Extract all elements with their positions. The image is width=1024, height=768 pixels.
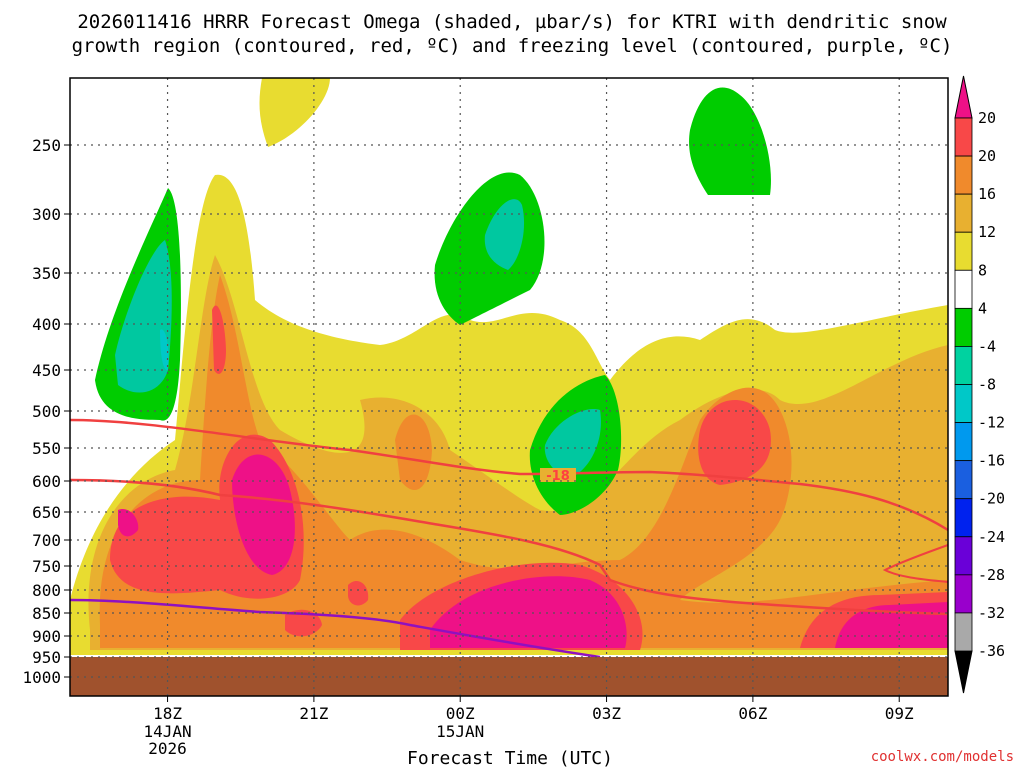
colorbar-box--12: [954, 384, 973, 423]
y-tick-label-300: 300: [32, 205, 61, 224]
colorbar-box--36: [954, 612, 973, 652]
x-axis-label: Forecast Time (UTC): [407, 748, 613, 768]
colorbar-box--4: [954, 307, 973, 347]
y-tick-label-800: 800: [32, 581, 61, 600]
omega-region-pink-1: [232, 454, 295, 575]
y-tick-label-950: 950: [32, 648, 61, 667]
x-tick-label-09Z: 09Z: [885, 704, 914, 723]
colorbar-label--8: -8: [978, 376, 996, 394]
colorbar-label-12: 12: [978, 223, 996, 241]
plot-frame: [69, 77, 949, 697]
y-tick-label-400: 400: [32, 315, 61, 334]
y-tick-label-450: 450: [32, 361, 61, 380]
freezing-level-contour: [69, 598, 601, 659]
omega-region-teal-3: [544, 409, 601, 478]
dgz-contour-label: -18: [546, 469, 570, 484]
y-tick-label-750: 750: [32, 557, 61, 576]
colorbar-box--24: [954, 498, 973, 538]
y-tick-label-650: 650: [32, 503, 61, 522]
colorbar-label--24: -24: [978, 528, 1005, 546]
colorbar-box-20: [954, 117, 973, 157]
colorbar-box--20: [954, 460, 973, 500]
x-tick-label-18Z: 18Z: [153, 704, 182, 723]
omega-region-pink-3: [430, 576, 627, 648]
chart-title-line2: growth region (contoured, red, ºC) and f…: [72, 35, 953, 57]
dgz-contour-lower: [69, 478, 949, 616]
vertical-gridlines: [166, 78, 900, 696]
colorbar-label-8: 8: [978, 261, 987, 279]
omega-region-red-6: [285, 609, 322, 637]
credit-link[interactable]: coolwx.com/models: [871, 749, 1014, 765]
colorbar-box--28: [954, 536, 973, 576]
y-axis-pressure-ticks: 250 300 350 400 450 500 550 600 650 700 750 800 850 9…: [22, 136, 70, 687]
colorbar-box-8: [954, 231, 973, 271]
colorbar-label-4: 4: [978, 299, 987, 317]
colorbar-box-12: [954, 193, 973, 233]
y-tick-label-1000: 1000: [22, 668, 61, 687]
colorbar-label--32: -32: [978, 604, 1005, 622]
omega-region-red-2: [212, 305, 226, 374]
y-tick-label-500: 500: [32, 402, 61, 421]
contour-lines: -18: [69, 418, 949, 659]
plot-area: -18: [69, 77, 949, 697]
x-tick-label-03Z: 03Z: [592, 704, 621, 723]
x-tick-label-00Z: 00Z: [446, 704, 475, 723]
x-tick-year-18Z: 2026: [148, 739, 187, 758]
x-tick-date-18Z: 14JAN: [143, 722, 191, 741]
omega-region-orange: [99, 275, 949, 648]
y-tick-label-900: 900: [32, 627, 61, 646]
colorbar-label-top: 20: [978, 109, 996, 127]
colorbar-label--28: -28: [978, 566, 1005, 584]
omega-shading: [70, 78, 949, 656]
colorbar-box-16: [954, 155, 973, 195]
omega-region-yellow-top: [259, 78, 330, 147]
colorbar-label--4: -4: [978, 337, 996, 355]
colorbar-label--20: -20: [978, 490, 1005, 508]
omega-region-green-3: [689, 87, 771, 195]
dgz-contour-east: [882, 544, 949, 583]
omega-region-cyan-1: [160, 329, 169, 371]
colorbar-legend: 20 20 16 12 8 4 -4 -8 -12 -16 -20 -24 -28 -32 -36: [954, 75, 1005, 694]
colorbar-label-16: 16: [978, 185, 996, 203]
colorbar-label--16: -16: [978, 452, 1005, 470]
contour-label-bg: [540, 468, 576, 482]
colorbar-box--16: [954, 422, 973, 462]
omega-region-red-7: [348, 580, 369, 606]
colorbar-box--8: [954, 346, 973, 385]
omega-region-teal-1: [115, 240, 172, 393]
x-tick-date-00Z: 15JAN: [436, 722, 484, 741]
x-tick-label-21Z: 21Z: [299, 704, 328, 723]
y-tick-label-550: 550: [32, 439, 61, 458]
y-tick-label-350: 350: [32, 264, 61, 283]
colorbar-label--12: -12: [978, 414, 1005, 432]
colorbar-label--36: -36: [978, 642, 1005, 660]
y-tick-label-700: 700: [32, 531, 61, 550]
colorbar-box-4: [954, 269, 973, 309]
colorbar-box--32: [954, 574, 973, 614]
omega-region-pink-2: [118, 509, 139, 537]
colorbar-over-arrow: [954, 75, 973, 119]
colorbar-label-20: 20: [978, 147, 996, 165]
omega-region-teal-2: [484, 199, 525, 270]
y-tick-label-250: 250: [32, 136, 61, 155]
y-tick-label-600: 600: [32, 472, 61, 491]
omega-region-orange-2: [395, 414, 432, 490]
ground-below-surface: [70, 657, 948, 696]
x-tick-label-06Z: 06Z: [738, 704, 767, 723]
y-tick-label-850: 850: [32, 604, 61, 623]
colorbar-under-arrow: [954, 650, 973, 694]
chart-title-line1: 2026011416 HRRR Forecast Omega (shaded, …: [77, 11, 947, 33]
